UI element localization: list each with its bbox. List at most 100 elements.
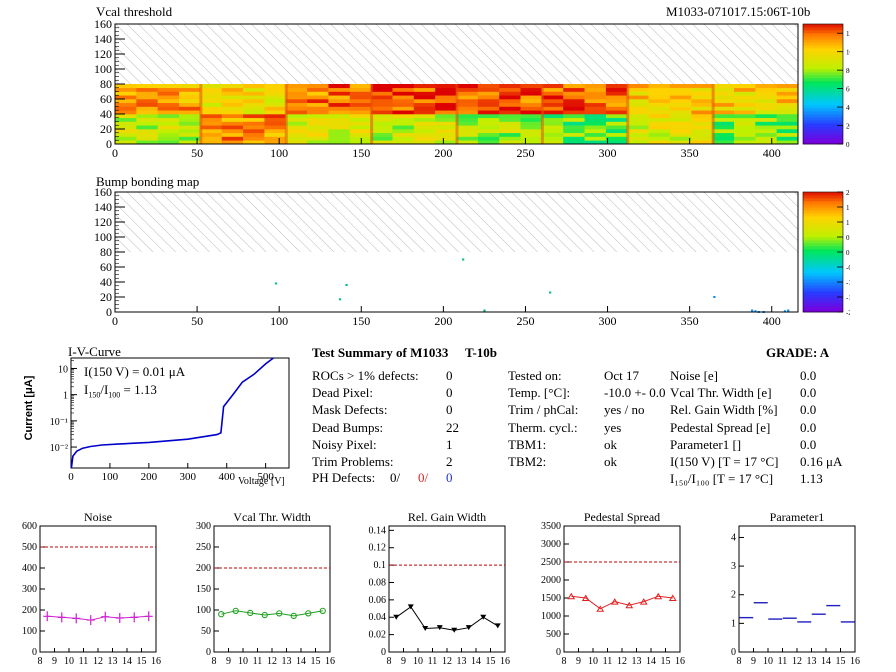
dead-bump-point	[713, 296, 716, 298]
map-cell	[605, 84, 628, 89]
palette-segment	[803, 84, 843, 88]
map-cell	[563, 132, 585, 137]
palette-segment	[803, 270, 843, 274]
map-cell	[392, 102, 415, 107]
map-cell	[627, 136, 649, 141]
map-cell	[605, 106, 628, 111]
map-cell	[371, 110, 393, 115]
dead-bump-point	[483, 309, 486, 312]
iv-y-tick-label: 10⁻²	[50, 443, 68, 454]
map-cell	[563, 87, 585, 92]
map-cell	[349, 110, 372, 115]
map-cell	[627, 117, 649, 122]
map-cell	[285, 91, 308, 96]
map-cell	[349, 84, 372, 89]
map-cell	[115, 132, 137, 137]
roc-plot-x-tick-label: 10	[413, 656, 423, 667]
map-cell	[328, 129, 351, 134]
map-cell	[200, 91, 223, 96]
map-y-tick-label: 0	[106, 137, 112, 151]
map-cell	[520, 121, 543, 126]
map-cell	[392, 91, 415, 96]
map-cell	[456, 106, 479, 111]
map-x-tick-label: 100	[270, 314, 288, 328]
map-cell	[307, 84, 329, 89]
roc-plot-y-tick-label: 3500	[541, 521, 561, 532]
map-cell	[456, 102, 479, 107]
map-cell	[584, 136, 607, 141]
palette-segment	[803, 243, 843, 247]
map-cell	[285, 136, 308, 141]
map-cell	[115, 91, 137, 96]
map-cell	[477, 125, 500, 130]
map-cell	[435, 84, 457, 89]
map-cell	[776, 110, 799, 115]
summary-parameter-label: Noise [e]	[670, 368, 719, 383]
map-cell	[776, 121, 799, 126]
summary-title: Test Summary of M1033	[312, 345, 449, 360]
map-cell	[392, 125, 415, 130]
map-cell	[691, 110, 713, 115]
palette-segment	[803, 207, 843, 211]
summary-condition-label: Temp. [°C]:	[508, 385, 571, 401]
map-cell	[243, 129, 265, 134]
map-cell	[435, 132, 457, 137]
palette-segment	[803, 216, 843, 220]
roc-plot-x-tick-label: 13	[457, 656, 467, 667]
summary-parameter-value: 0.0	[800, 385, 817, 401]
map-cell	[157, 125, 180, 130]
map-cell	[115, 95, 137, 100]
palette-segment	[803, 27, 843, 31]
map-cell	[520, 136, 543, 141]
map-cell	[776, 102, 799, 107]
map-cell	[584, 87, 607, 92]
roc-plot-point	[567, 592, 576, 600]
map-cell	[221, 132, 244, 137]
roc-plot-title: Vcal Thr. Width	[233, 510, 310, 524]
map-cell	[605, 132, 628, 137]
map-cell	[221, 87, 244, 92]
roc-plot-point	[57, 612, 66, 623]
summary-parameter-value: 0.0	[800, 436, 817, 452]
roc-plot-x-tick-label: 14	[471, 656, 481, 667]
map-y-tick-label: 140	[94, 32, 112, 46]
map-cell	[712, 114, 735, 119]
map-cell	[691, 95, 713, 100]
map-cell	[456, 114, 479, 119]
map-y-tick-label: 160	[94, 185, 112, 199]
dead-bump-point	[787, 309, 790, 312]
palette-segment	[803, 225, 843, 229]
map-cell	[520, 114, 543, 119]
map-cell	[349, 117, 372, 122]
map-cell	[477, 114, 500, 119]
map-cell	[584, 129, 607, 134]
roc-plot-x-tick-label: 11	[253, 656, 263, 667]
palette-tick-label: 120	[846, 30, 850, 38]
map-cell	[648, 140, 671, 145]
map-cell	[157, 140, 180, 145]
map-cell	[755, 99, 777, 104]
map-cell	[157, 87, 180, 92]
summary-defect-value: 0	[446, 402, 453, 418]
map-cell	[392, 95, 415, 100]
palette-segment	[803, 267, 843, 271]
palette-segment	[803, 204, 843, 208]
map-cell	[243, 87, 265, 92]
roc-plot-y-tick-label: 150	[196, 584, 211, 595]
map-cell	[243, 110, 265, 115]
map-cell	[413, 132, 436, 137]
map-cell	[392, 117, 415, 122]
map-cell	[691, 99, 713, 104]
map-cell	[371, 114, 393, 119]
map-cell	[179, 129, 201, 134]
roc-plot-point	[422, 626, 429, 632]
palette-segment	[803, 306, 843, 310]
roc-plot-2: Vcal Thr. Width 0 50 100 150 200 250 300 8 9 10 11 1…	[196, 510, 335, 667]
map-cell	[371, 125, 393, 130]
roc-plot-point	[130, 612, 139, 623]
roc-plot-x-tick-label: 12	[267, 656, 277, 667]
map-cell	[499, 117, 521, 122]
map-cell	[776, 87, 799, 92]
palette-segment	[803, 33, 843, 37]
summary-condition-value: yes / no	[604, 402, 645, 418]
